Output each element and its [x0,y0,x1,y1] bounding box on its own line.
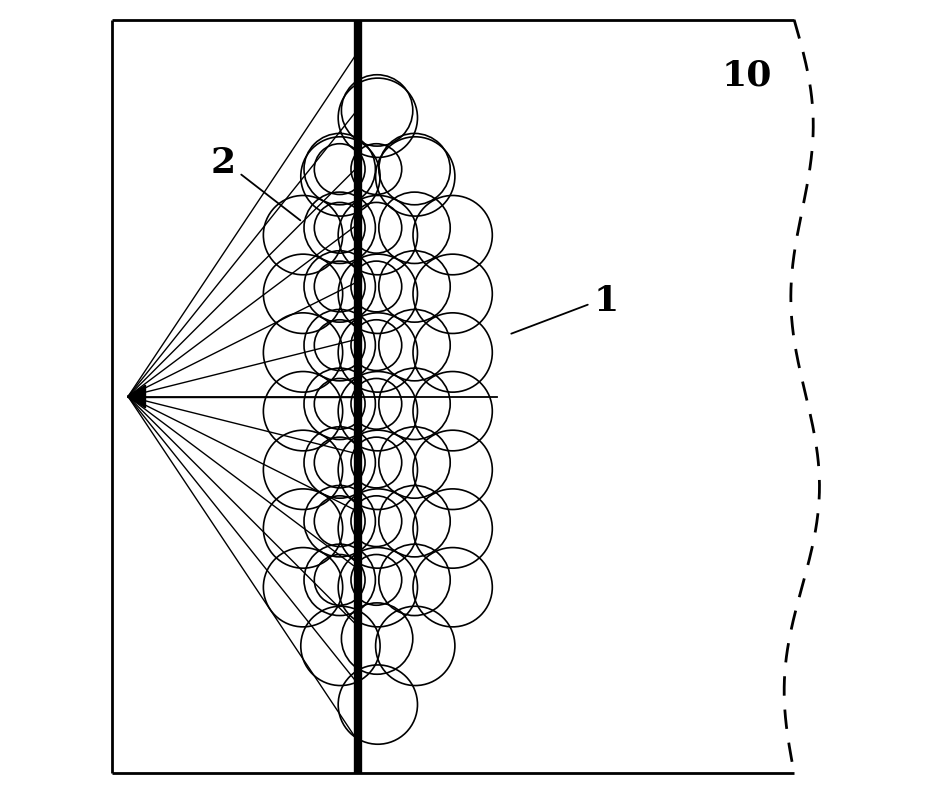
Text: 1: 1 [593,285,619,318]
Text: 2: 2 [211,146,236,179]
Polygon shape [128,385,146,408]
Text: 10: 10 [722,59,772,92]
